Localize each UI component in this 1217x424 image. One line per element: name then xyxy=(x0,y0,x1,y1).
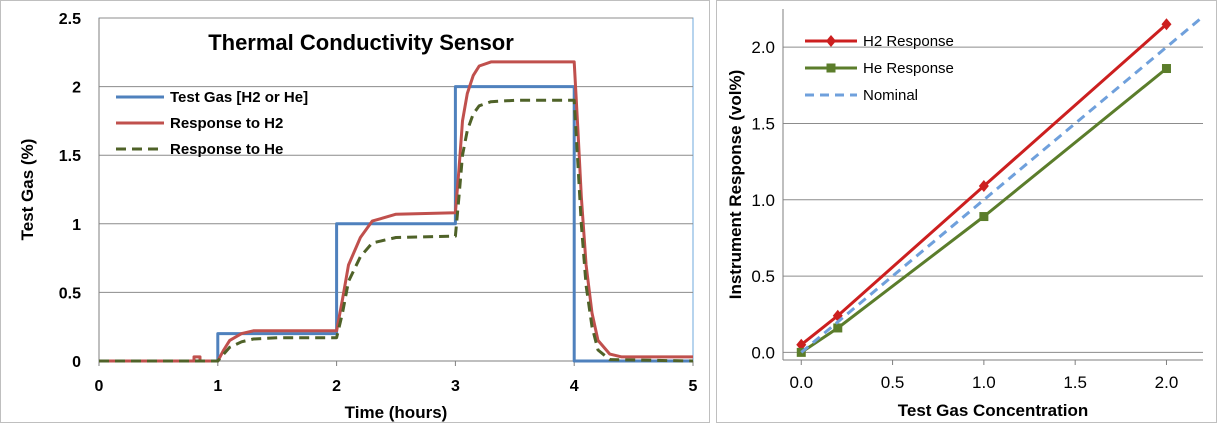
series-line-1 xyxy=(99,60,693,363)
y-tick-label: 1.0 xyxy=(751,191,775,210)
data-point-marker xyxy=(833,323,843,333)
data-point-marker xyxy=(1161,18,1172,31)
x-tick-label: 3 xyxy=(451,378,460,395)
y-tick-label: 2 xyxy=(72,80,81,97)
y-tick-label: 1 xyxy=(72,217,81,234)
series-line-0 xyxy=(800,23,1168,346)
legend-label: He Response xyxy=(863,60,954,77)
x-axis-label: Time (hours) xyxy=(345,403,448,422)
x-tick-label: 1.5 xyxy=(1063,373,1087,392)
data-point-marker xyxy=(1161,64,1171,74)
legend-marker xyxy=(826,63,836,73)
x-tick-label: 0 xyxy=(95,378,104,395)
y-axis-label: Test Gas (%) xyxy=(18,139,37,241)
series-line-2 xyxy=(99,98,694,363)
x-tick-label: 4 xyxy=(570,378,579,395)
instrument-response-chart: 0.0 0.5 1.0 1.5 2.0 0.0 0.5 1.0 1.5 2.0 Test Gas C… xyxy=(726,9,1204,420)
y-tick-label: 0.5 xyxy=(59,285,81,302)
legend-label: Response to H2 xyxy=(170,115,283,132)
y-tick-label: 2.5 xyxy=(59,11,81,28)
legend-marker xyxy=(826,35,836,47)
plot-area-border xyxy=(98,17,694,362)
y-tick-label: 1.5 xyxy=(59,148,81,165)
data-point-marker xyxy=(979,212,989,222)
y-tick-label: 1.5 xyxy=(751,114,775,133)
chart-title: Thermal Conductivity Sensor xyxy=(208,30,514,55)
x-tick-label: 2 xyxy=(332,378,341,395)
x-axis-label: Test Gas Concentration xyxy=(898,401,1089,420)
thermal-conductivity-chart-panel: 0 0.5 1 1.5 2 2.5 0 1 2 3 4 5 Time (hours) Test Gas (… xyxy=(0,0,710,423)
x-tick-label: 0.0 xyxy=(789,373,813,392)
legend-label: Nominal xyxy=(863,87,918,104)
x-tick-label: 1.0 xyxy=(972,373,996,392)
x-tick-label: 2.0 xyxy=(1155,373,1179,392)
series-line-2 xyxy=(800,15,1204,354)
instrument-response-chart-panel: 0.0 0.5 1.0 1.5 2.0 0.0 0.5 1.0 1.5 2.0 Test Gas C… xyxy=(716,0,1217,423)
series-line-1 xyxy=(800,67,1168,354)
x-tick-label: 5 xyxy=(689,378,698,395)
series-line-0 xyxy=(99,85,693,363)
data-point-marker xyxy=(978,180,989,193)
data-point-marker xyxy=(796,338,807,351)
data-point-marker xyxy=(796,347,806,357)
x-tick-label: 1 xyxy=(213,378,222,395)
y-axis-label: Instrument Response (vol%) xyxy=(726,70,745,300)
y-tick-label: 2.0 xyxy=(751,38,775,57)
y-tick-label: 0.0 xyxy=(751,343,775,362)
legend-label: Response to He xyxy=(170,141,283,158)
thermal-conductivity-chart: 0 0.5 1 1.5 2 2.5 0 1 2 3 4 5 Time (hours) Test Gas (… xyxy=(18,11,698,422)
legend-label: H2 Response xyxy=(863,33,954,50)
y-tick-label: 0 xyxy=(72,354,81,371)
x-tick-label: 0.5 xyxy=(881,373,905,392)
legend-label: Test Gas [H2 or He] xyxy=(170,89,308,106)
y-tick-label: 0.5 xyxy=(751,267,775,286)
